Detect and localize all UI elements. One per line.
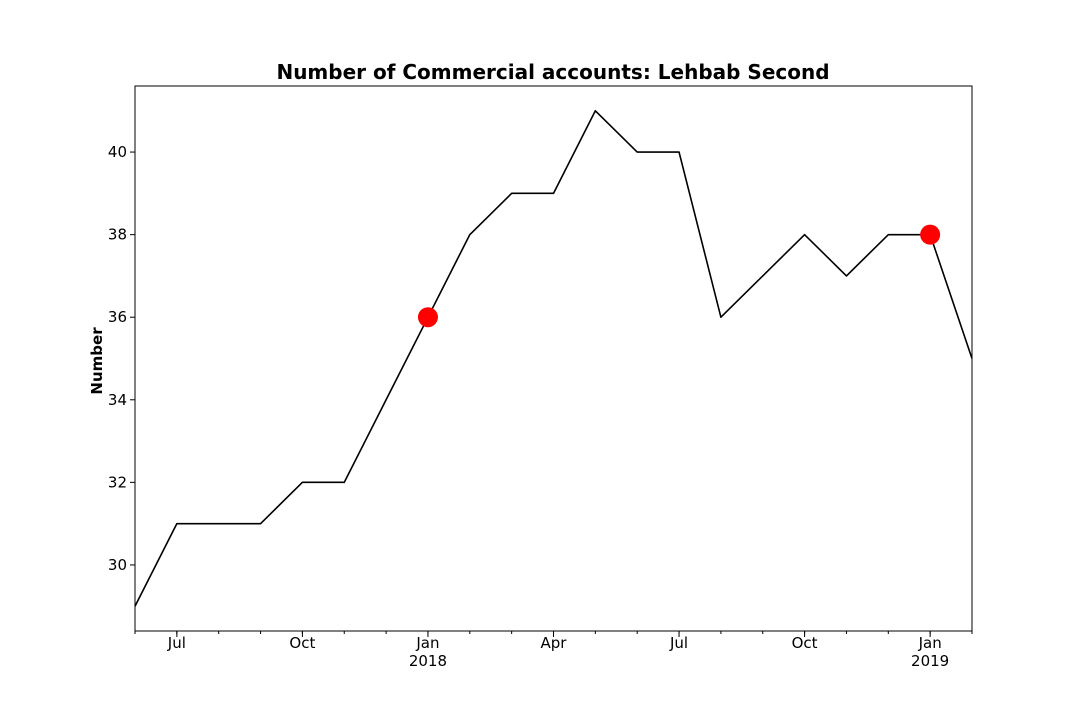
y-axis: 30 32 34 36 38 40 xyxy=(108,143,135,574)
highlight-point xyxy=(417,307,438,328)
x-tick-year-label: 2018 xyxy=(409,652,447,670)
highlight-points xyxy=(417,224,941,328)
chart-title: Number of Commercial accounts: Lehbab Se… xyxy=(276,60,829,84)
series-line xyxy=(134,109,973,607)
y-tick-label: 40 xyxy=(108,143,127,161)
x-tick-label: Oct xyxy=(792,634,818,652)
y-tick-label: 36 xyxy=(108,308,127,326)
x-tick-year-label: 2019 xyxy=(911,652,949,670)
x-tick-label: Jan xyxy=(918,634,942,652)
x-tick-label: Oct xyxy=(289,634,315,652)
plot-area-frame xyxy=(134,85,973,632)
x-tick-label: Jul xyxy=(669,634,688,652)
series-layer xyxy=(134,109,973,607)
y-tick-label: 38 xyxy=(108,226,127,244)
x-tick-label: Apr xyxy=(541,634,568,652)
x-tick-label: Jul xyxy=(167,634,186,652)
highlight-point xyxy=(920,224,941,245)
y-tick-label: 32 xyxy=(108,473,127,491)
y-tick-label: 30 xyxy=(108,556,127,574)
y-tick-label: 34 xyxy=(108,391,127,409)
x-tick-label: Jan xyxy=(415,634,439,652)
y-axis-label: Number xyxy=(88,327,106,395)
